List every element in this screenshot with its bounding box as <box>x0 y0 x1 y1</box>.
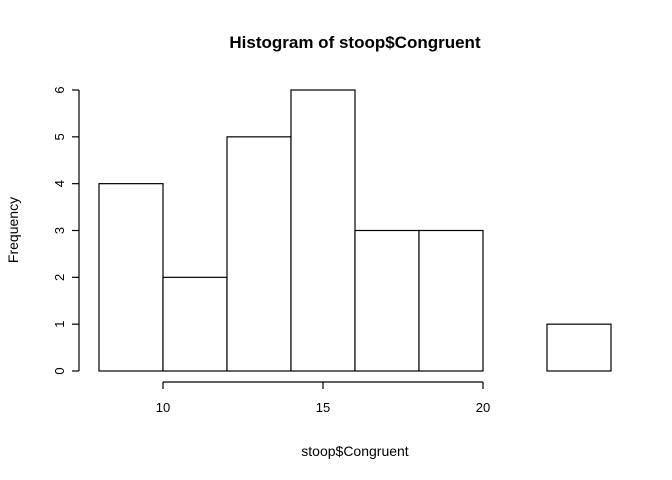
y-tick-label: 6 <box>52 86 67 93</box>
histogram-bar-0 <box>98 183 164 372</box>
histogram-bar-4 <box>354 229 420 372</box>
y-axis-label: Frequency <box>5 197 21 263</box>
x-axis-label: stoop$Congruent <box>301 443 409 459</box>
chart-title: Histogram of stoop$Congruent <box>229 33 481 52</box>
x-tick-label: 15 <box>316 400 330 415</box>
y-tick-label: 2 <box>52 274 67 281</box>
y-tick-label: 3 <box>52 227 67 234</box>
x-tick-label: 10 <box>156 400 170 415</box>
bars-group <box>98 89 612 372</box>
y-tick-label: 0 <box>52 367 67 374</box>
x-tick-label: 20 <box>476 400 490 415</box>
y-tick-label: 5 <box>52 133 67 140</box>
histogram-bar-5 <box>418 229 484 372</box>
histogram-bar-1 <box>162 276 228 372</box>
y-tick-label: 1 <box>52 321 67 328</box>
y-tick-label: 4 <box>52 180 67 187</box>
histogram-bar-3 <box>290 89 356 372</box>
y-axis: 0 1 2 3 4 5 6 <box>52 86 80 375</box>
histogram-bar-2 <box>226 136 292 372</box>
x-axis: 10 15 20 <box>156 381 490 415</box>
histogram-bar-7 <box>546 323 612 372</box>
